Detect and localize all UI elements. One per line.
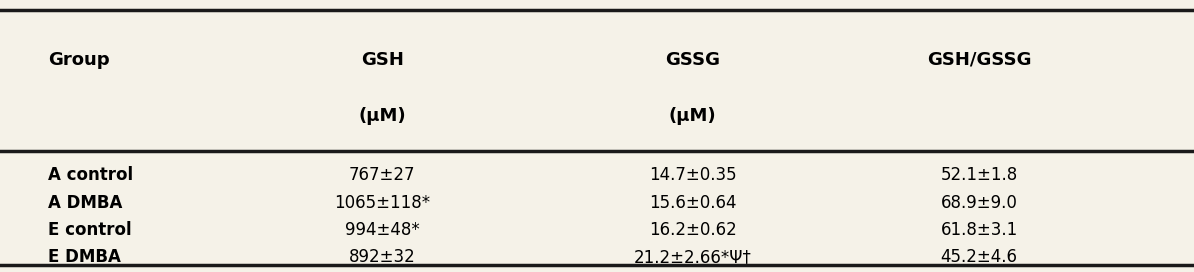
Text: 52.1±1.8: 52.1±1.8 (941, 166, 1017, 184)
Text: Group: Group (48, 51, 110, 69)
Text: 61.8±3.1: 61.8±3.1 (941, 221, 1017, 239)
Text: GSH/GSSG: GSH/GSSG (927, 51, 1032, 69)
Text: GSSG: GSSG (665, 51, 720, 69)
Text: 45.2±4.6: 45.2±4.6 (941, 248, 1017, 266)
Text: (μM): (μM) (669, 107, 716, 125)
Text: A DMBA: A DMBA (48, 194, 122, 212)
Text: (μM): (μM) (358, 107, 406, 125)
Text: A control: A control (48, 166, 133, 184)
Text: E DMBA: E DMBA (48, 248, 121, 266)
Text: 892±32: 892±32 (349, 248, 416, 266)
Text: GSH: GSH (361, 51, 404, 69)
Text: 767±27: 767±27 (349, 166, 416, 184)
Text: 68.9±9.0: 68.9±9.0 (941, 194, 1017, 212)
Text: 21.2±2.66*Ψ†: 21.2±2.66*Ψ† (634, 248, 751, 266)
Text: 1065±118*: 1065±118* (334, 194, 430, 212)
Text: 14.7±0.35: 14.7±0.35 (648, 166, 737, 184)
Text: E control: E control (48, 221, 131, 239)
Text: 15.6±0.64: 15.6±0.64 (648, 194, 737, 212)
Text: 994±48*: 994±48* (345, 221, 419, 239)
Text: 16.2±0.62: 16.2±0.62 (648, 221, 737, 239)
